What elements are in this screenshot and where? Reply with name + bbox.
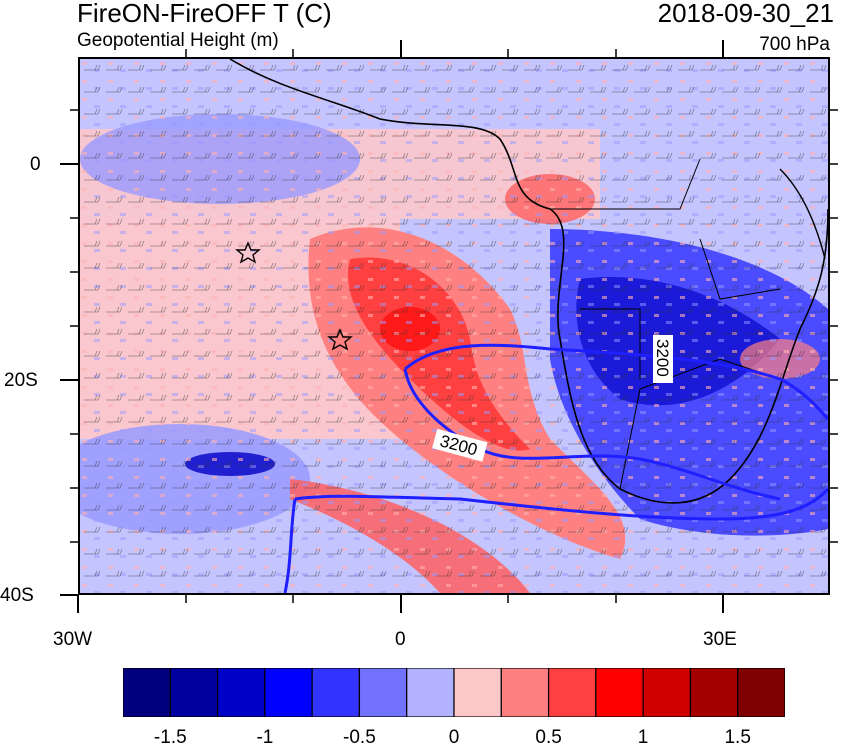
colorbar-swatch — [595, 668, 644, 717]
colorbar-swatch — [123, 668, 171, 717]
colorbar-tick-label: -1 — [256, 727, 274, 748]
figure-title: FireON-FireOFF T (C) — [77, 0, 332, 28]
colorbar-swatch — [358, 668, 408, 717]
colorbar-tick-label: 0.5 — [535, 727, 562, 748]
colorbar-tick-label: 1.5 — [724, 727, 751, 748]
contour-3200-north — [404, 343, 828, 420]
contour-3200-south — [294, 487, 828, 521]
contour-label-3200-vertical: 3200 — [653, 335, 673, 383]
svg-text:3200: 3200 — [653, 339, 672, 377]
figure-subtitle: Geopotential Height (m) — [77, 30, 279, 51]
contour-label-3200: 3200 — [432, 428, 488, 462]
colorbar-swatches — [123, 668, 785, 717]
colorbar-swatch — [169, 668, 219, 717]
wind-barbs — [80, 59, 828, 593]
colorbar-tick-label: 0 — [448, 727, 460, 748]
star-icon — [235, 241, 261, 264]
colorbar-swatch — [642, 668, 692, 717]
x-tick-label-30w: 30W — [53, 629, 93, 650]
country-borders — [550, 158, 781, 490]
colorbar-tick-label: 1 — [637, 727, 649, 748]
map-panel: 3200 3200 — [78, 57, 830, 595]
colorbar-swatch — [689, 668, 739, 717]
colorbar-swatch — [500, 668, 550, 717]
colorbar-swatch — [264, 668, 313, 717]
y-tick-label-20s: 20S — [4, 370, 38, 391]
y-tick-label-40s: 40S — [0, 585, 34, 606]
coastline-madagascar-region — [779, 168, 826, 260]
contour-3200-southwest — [283, 498, 297, 593]
contour-3200-central — [403, 368, 781, 501]
colorbar-swatch — [547, 668, 597, 717]
map-canvas: 3200 3200 — [80, 59, 828, 593]
pressure-level: 700 hPa — [759, 34, 830, 55]
colorbar-tick-label: -1.5 — [153, 727, 187, 748]
colorbar-swatch — [453, 668, 502, 717]
colorbar-swatch — [216, 668, 266, 717]
colorbar-swatch — [311, 668, 361, 717]
colorbar — [123, 668, 785, 717]
x-tick-label-30e: 30E — [703, 629, 737, 650]
y-tick-label-0: 0 — [30, 154, 41, 175]
figure-date: 2018-09-30_21 — [657, 0, 834, 28]
x-tick-label-0: 0 — [395, 629, 406, 650]
colorbar-swatch — [406, 668, 455, 717]
colorbar-tick-label: -0.5 — [343, 727, 376, 748]
colorbar-swatch — [737, 668, 785, 717]
star-icon — [327, 328, 353, 351]
